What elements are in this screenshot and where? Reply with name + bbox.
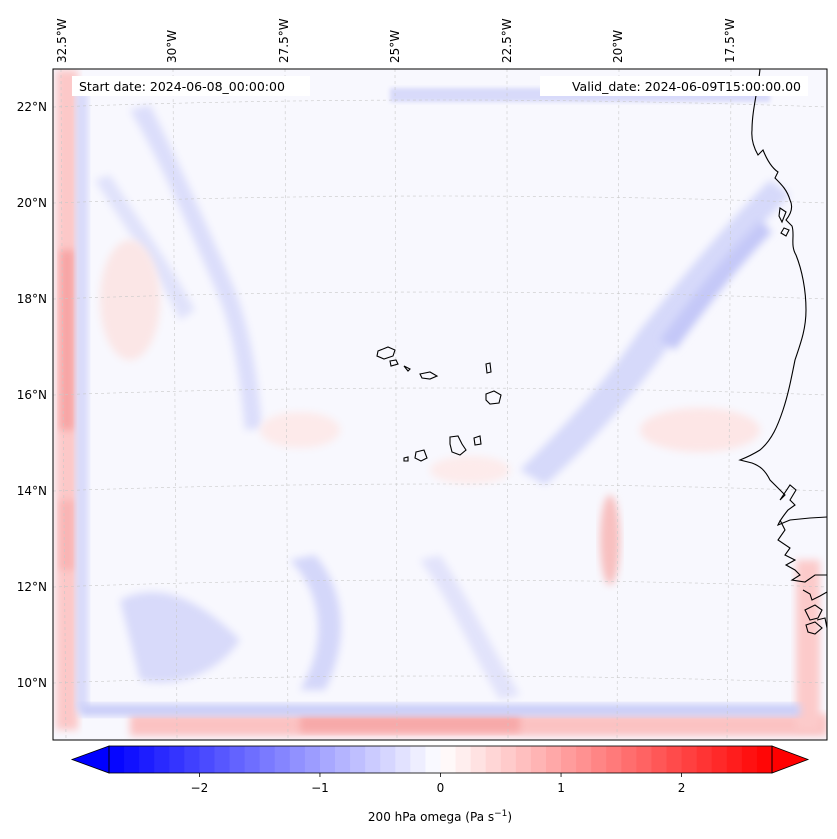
colorbar-segment: [319, 746, 336, 773]
colorbar-segment: [244, 746, 261, 773]
lon-label: 25°W: [388, 30, 402, 63]
cape-verde-islands: [376, 346, 502, 462]
colorbar-segment: [606, 746, 622, 773]
colorbar-tick-label: 2: [678, 781, 686, 795]
colorbar-segment: [395, 746, 411, 773]
lat-label: 14°N: [17, 484, 47, 498]
colorbar-low-extend: [70, 745, 110, 774]
colorbar-segment: [455, 746, 472, 773]
colorbar-segment: [470, 746, 487, 773]
colorbar-segment: [154, 746, 170, 773]
lon-label: 20°W: [611, 30, 625, 63]
valid-date-label: Valid_date: 2024-06-09T15:00:00.00: [572, 79, 801, 94]
colorbar-segment: [711, 746, 728, 773]
colorbar-segment: [485, 746, 502, 773]
colorbar-high-extend: [771, 745, 810, 774]
colorbar-segment: [530, 746, 547, 773]
start-date-box: Start date: 2024-06-08_00:00:00: [72, 76, 310, 96]
lon-label: 22.5°W: [500, 18, 514, 63]
colorbar-segment: [440, 746, 457, 773]
colorbar-segment: [274, 746, 291, 773]
west-africa-coastline: [738, 69, 827, 635]
lat-label: 12°N: [17, 580, 47, 594]
colorbar-tick-label: −2: [191, 781, 209, 795]
lat-label: 10°N: [17, 676, 47, 690]
colorbar-segment: [365, 746, 381, 773]
lat-label: 16°N: [17, 388, 47, 402]
colorbar-segment: [229, 746, 246, 773]
colorbar: −2 −1 0 1 2 200 hPa omega (Pa s−1): [70, 745, 810, 824]
colorbar-segment: [214, 746, 231, 773]
lat-label: 20°N: [17, 196, 47, 210]
longitude-labels: 32.5°W 30°W 27.5°W 25°W 22.5°W 20°W 17.5…: [55, 18, 737, 63]
colorbar-segment: [199, 746, 216, 773]
lat-label: 18°N: [17, 292, 47, 306]
colorbar-segment: [681, 746, 698, 773]
colorbar-ticks: −2 −1 0 1 2: [191, 773, 686, 795]
colorbar-tick-label: −1: [311, 781, 329, 795]
map-gridlines: [53, 69, 827, 740]
map-frame: [52, 68, 828, 741]
colorbar-segment: [756, 746, 773, 773]
lon-label: 17.5°W: [723, 18, 737, 63]
colorbar-segment: [380, 746, 396, 773]
colorbar-segment: [651, 746, 668, 773]
colorbar-segment: [726, 746, 743, 773]
colorbar-segment: [741, 746, 758, 773]
colorbar-segment: [184, 746, 201, 773]
colorbar-segment: [576, 746, 592, 773]
colorbar-segment: [500, 746, 517, 773]
colorbar-segment: [335, 746, 351, 773]
colorbar-segment: [666, 746, 683, 773]
colorbar-segment: [561, 746, 577, 773]
colorbar-segment: [425, 746, 442, 773]
colorbar-title: 200 hPa omega (Pa s−1): [368, 809, 512, 824]
colorbar-segment: [139, 746, 155, 773]
colorbar-segment: [696, 746, 713, 773]
colorbar-segment: [124, 746, 140, 773]
lat-label: 22°N: [17, 100, 47, 114]
map-panel: Start date: 2024-06-08_00:00:00 Valid_da…: [53, 69, 827, 740]
colorbar-segment: [259, 746, 276, 773]
latitude-labels: 22°N 20°N 18°N 16°N 14°N 12°N 10°N: [17, 100, 47, 690]
colorbar-segment: [515, 746, 532, 773]
colorbar-segment: [289, 746, 306, 773]
colorbar-segment: [636, 746, 653, 773]
colorbar-tick-label: 1: [557, 781, 565, 795]
colorbar-segments: [109, 746, 773, 773]
colorbar-segment: [169, 746, 185, 773]
lon-label: 27.5°W: [277, 18, 291, 63]
colorbar-segment: [304, 746, 321, 773]
colorbar-segment: [621, 746, 637, 773]
valid-date-box: Valid_date: 2024-06-09T15:00:00.00: [540, 76, 808, 96]
colorbar-segment: [350, 746, 366, 773]
colorbar-segment: [109, 746, 125, 773]
start-date-label: Start date: 2024-06-08_00:00:00: [79, 79, 285, 94]
colorbar-segment: [410, 746, 427, 773]
colorbar-tick-label: 0: [437, 781, 445, 795]
colorbar-segment: [591, 746, 607, 773]
lon-label: 32.5°W: [55, 18, 69, 63]
colorbar-segment: [545, 746, 562, 773]
lon-label: 30°W: [165, 30, 179, 63]
omega-field: [56, 70, 827, 736]
